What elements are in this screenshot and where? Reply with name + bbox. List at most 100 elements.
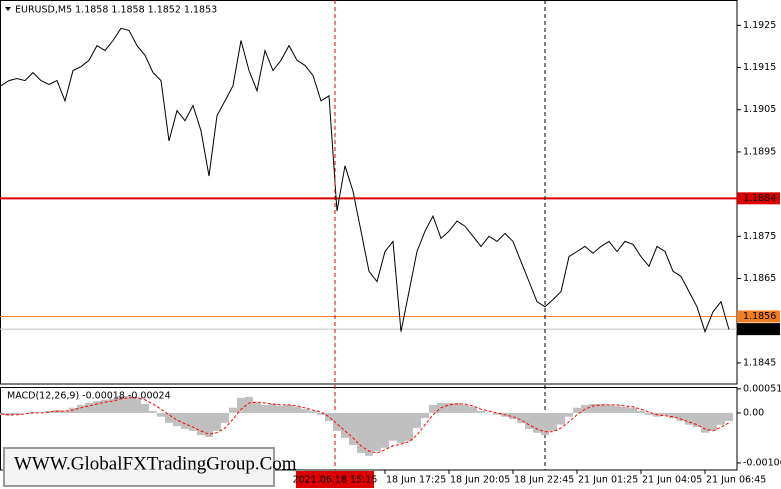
x-tick-label: 18 Jun 20:05 [450,475,510,486]
macd-title: MACD(12,26,9) -0.00018 -0.00024 [7,391,171,402]
macd-bar [205,412,213,437]
price-level-tag [737,310,780,323]
macd-bar [141,403,149,413]
macd-bar [221,412,229,423]
macd-bar [365,412,373,456]
symbol-title: EURUSD,M5 1.1858 1.1858 1.1852 1.1853 [15,5,217,16]
time-marker-tag [296,471,374,488]
macd-bar [5,412,13,416]
macd-bar [253,403,261,413]
y-tick-label: 1.1905 [743,104,776,115]
macd-bar [685,412,693,425]
macd-bar [373,412,381,452]
macd-bar [525,412,533,429]
x-tick-label: 18 Jun 22:45 [514,475,574,486]
price-level-label: 1.1853 [743,324,776,335]
macd-bar [149,411,157,413]
macd-bar [293,406,301,413]
macd-bar [725,412,733,421]
watermark: WWW.GlobalFXTradingGroup.Com [14,453,297,474]
macd-bar [301,409,309,413]
macd-bar [621,406,629,413]
macd-bar [629,407,637,413]
macd-bar [133,398,141,413]
macd-bar [461,404,469,413]
dropdown-icon [5,7,11,11]
macd-bar [613,405,621,413]
macd-bar [357,412,365,454]
macd-bar [397,412,405,444]
macd-bar [637,411,645,413]
macd-bar [453,403,461,413]
macd-bar [709,412,717,431]
macd-bar [333,412,341,431]
y-tick-label: 1.1865 [743,273,776,284]
x-tick-label: 21 Jun 06:45 [706,475,766,486]
macd-bar [605,404,613,413]
macd-bar [325,412,333,421]
macd-bar [517,412,525,423]
macd-bar [597,403,605,413]
macd-bar [197,412,205,436]
main-panel-frame [0,0,738,385]
macd-bar [469,406,477,413]
macd-bar [109,398,117,413]
price-line [0,27,730,334]
macd-bar [341,412,349,438]
macd-bar [101,399,109,413]
macd-bar [717,412,725,425]
macd-bar [389,412,397,441]
x-tick-label: 21 Jun 01:25 [578,475,638,486]
macd-bar [677,412,685,421]
macd-bar [165,412,173,423]
macd-bar [157,412,165,417]
macd-bar [117,395,125,413]
macd-bar [245,396,253,413]
macd-bar [557,412,565,425]
macd-bar [317,412,325,415]
macd-bar [173,412,181,427]
macd-bar [189,412,197,431]
y-tick-label: 0.00051 [743,383,781,394]
macd-bar [429,404,437,413]
x-tick-label: 21 Jun 04:05 [642,475,702,486]
macd-bar [77,404,85,413]
macd-bar [349,412,357,446]
price-level-tag [737,192,780,205]
price-level-tag [737,323,780,336]
macd-bar [405,412,413,441]
macd-bar [477,411,485,413]
time-marker-label: 2021.06.18 15:15 [293,475,378,486]
macd-bar [269,403,277,413]
macd-bar [445,403,453,413]
macd-bar [701,412,709,433]
macd-bar [509,412,517,420]
macd-bar [229,407,237,413]
y-tick-label: 1.1925 [743,20,776,31]
x-tick-label: 18 Jun 17:25 [386,475,446,486]
macd-bar [589,403,597,413]
macd-bar [533,412,541,433]
macd-bar [541,412,549,436]
y-tick-label: 1.1895 [743,146,776,157]
macd-bar [693,412,701,428]
y-tick-label: 1.1845 [743,357,776,368]
macd-bar [13,412,21,415]
macd-bar [573,407,581,413]
macd-bar [413,412,421,429]
macd-bar [45,411,53,413]
macd-bar [565,412,573,417]
y-tick-label: 0.00 [743,407,764,418]
price-level-label: 1.1856 [743,311,776,322]
macd-bar [181,412,189,429]
macd-bar [669,412,677,419]
macd-bar [277,405,285,413]
watermark-box [3,447,275,487]
y-tick-label: -0.00106 [743,457,781,468]
y-tick-label: 1.1915 [743,62,776,73]
macd-bar [285,404,293,413]
price-level-label: 1.1884 [743,193,776,204]
macd-bar [85,403,93,413]
signal-line [0,397,730,454]
